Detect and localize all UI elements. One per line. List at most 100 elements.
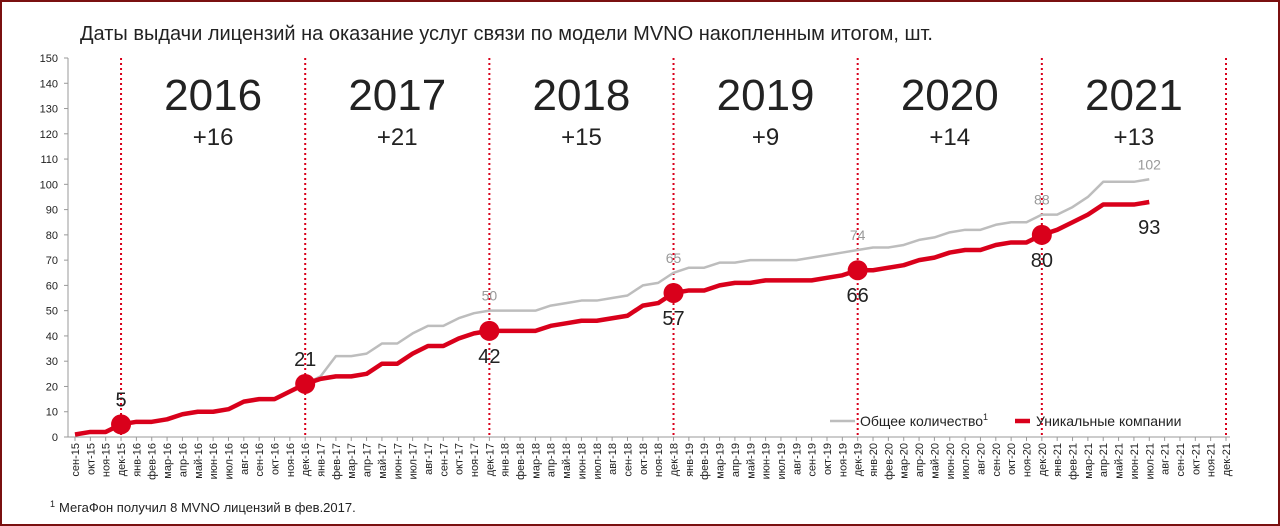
x-tick-label: янв-18 <box>500 443 512 477</box>
x-tick-label: янв-17 <box>316 443 328 477</box>
x-tick-label: окт-18 <box>638 443 650 475</box>
year-delta: +21 <box>377 124 418 151</box>
x-tick-label: ноя-21 <box>1206 443 1218 477</box>
data-label: 93 <box>1138 217 1160 239</box>
x-tick-label: фев-17 <box>331 443 343 480</box>
footnote-mark: 1 <box>50 499 55 509</box>
x-tick-label: авг-17 <box>423 443 435 475</box>
x-tick-label: окт-19 <box>822 443 834 475</box>
series-line <box>74 199 1150 437</box>
x-tick-label: ноя-18 <box>653 443 665 477</box>
x-tick-label: окт-21 <box>1190 443 1202 475</box>
x-tick-label: фев-19 <box>699 443 711 480</box>
x-tick-label: июл-17 <box>408 443 420 479</box>
x-tick-label: май-17 <box>377 443 389 479</box>
y-tick-label: 10 <box>46 407 58 419</box>
x-tick-label: янв-21 <box>1052 443 1064 477</box>
point-marker <box>111 414 132 435</box>
legend-superscript: 1 <box>983 412 988 422</box>
x-tick-label: апр-20 <box>914 443 926 477</box>
point-marker <box>1031 224 1052 245</box>
data-label: 74 <box>850 227 866 243</box>
x-tick-label: сен-19 <box>807 443 819 477</box>
data-label: 50 <box>482 288 498 304</box>
x-tick-label: апр-19 <box>730 443 742 477</box>
x-tick-label: авг-16 <box>239 443 251 475</box>
x-tick-label: сен-17 <box>438 443 450 477</box>
x-tick-label: янв-20 <box>868 443 880 477</box>
x-tick-label: фев-21 <box>1068 443 1080 480</box>
legend-label: Уникальные компании <box>1036 413 1181 429</box>
x-tick-label: апр-17 <box>362 443 374 477</box>
data-label: 21 <box>294 349 316 371</box>
x-tick-label: авг-18 <box>607 443 619 475</box>
x-tick-label: июл-20 <box>960 443 972 479</box>
y-tick-label: 40 <box>46 331 58 343</box>
data-label: 102 <box>1138 156 1162 172</box>
x-tick-label: ноя-17 <box>469 443 481 477</box>
year-delta: +9 <box>752 124 779 151</box>
y-tick-label: 130 <box>40 104 58 116</box>
y-tick-label: 70 <box>46 255 58 267</box>
year-delta: +16 <box>193 124 234 151</box>
x-tick-label: окт-20 <box>1006 443 1018 475</box>
year-label: 2017 <box>348 71 446 120</box>
chart-title: Даты выдачи лицензий на оказание услуг с… <box>80 23 933 45</box>
y-tick-label: 50 <box>46 306 58 318</box>
point-marker <box>295 373 316 394</box>
data-label: 57 <box>662 308 684 330</box>
x-tick-label: ноя-15 <box>101 443 113 477</box>
x-tick-label: сен-18 <box>622 443 634 477</box>
data-label: 80 <box>1031 250 1053 272</box>
y-tick-label: 110 <box>40 154 58 166</box>
x-tick-label: дек-20 <box>1037 443 1049 476</box>
year-delta: +14 <box>929 124 970 151</box>
year-label: 2016 <box>164 71 262 120</box>
x-tick-label: янв-19 <box>684 443 696 477</box>
data-label: 65 <box>666 250 682 266</box>
x-tick-label: авг-21 <box>1160 443 1172 475</box>
point-marker <box>847 260 868 281</box>
year-label: 2019 <box>717 71 815 120</box>
x-tick-label: июл-19 <box>776 443 788 479</box>
x-tick-label: мар-20 <box>899 443 911 479</box>
x-tick-label: сен-16 <box>254 443 266 477</box>
x-tick-label: июл-16 <box>223 443 235 479</box>
data-label: 66 <box>847 285 869 307</box>
year-label: 2018 <box>532 71 630 120</box>
x-tick-label: окт-15 <box>85 443 97 475</box>
x-tick-label: фев-20 <box>883 443 895 480</box>
year-label: 2021 <box>1085 71 1183 120</box>
x-tick-label: мар-21 <box>1083 443 1095 479</box>
x-tick-label: дек-21 <box>1221 443 1233 476</box>
x-tick-label: дек-16 <box>300 443 312 476</box>
y-tick-label: 140 <box>40 78 58 90</box>
y-tick-label: 150 <box>40 53 58 65</box>
x-tick-label: мар-16 <box>162 443 174 479</box>
x-tick-label: авг-19 <box>791 443 803 475</box>
x-tick-label: ноя-16 <box>285 443 297 477</box>
x-tick-label: мар-19 <box>715 443 727 479</box>
y-tick-label: 100 <box>40 179 58 191</box>
x-tick-label: май-16 <box>193 443 205 479</box>
x-tick-label: сен-21 <box>1175 443 1187 477</box>
x-tick-label: июн-20 <box>945 443 957 479</box>
x-tick-label: янв-16 <box>131 443 143 477</box>
point-marker <box>663 282 684 303</box>
footnote: 1 МегаФон получил 8 MVNO лицензий в фев.2… <box>50 499 356 515</box>
x-tick-label: дек-15 <box>116 443 128 476</box>
x-tick-label: ноя-19 <box>837 443 849 477</box>
legend-label: Общее количество1 <box>860 412 988 429</box>
x-tick-label: май-18 <box>561 443 573 479</box>
x-tick-label: июл-21 <box>1144 443 1156 479</box>
x-tick-label: мар-17 <box>346 443 358 479</box>
x-tick-label: май-19 <box>745 443 757 479</box>
x-tick-label: сен-20 <box>991 443 1003 477</box>
y-tick-label: 20 <box>46 381 58 393</box>
x-tick-label: фев-18 <box>515 443 527 480</box>
x-tick-label: дек-18 <box>669 443 681 476</box>
x-tick-label: фев-16 <box>147 443 159 480</box>
x-tick-label: окт-17 <box>454 443 466 475</box>
